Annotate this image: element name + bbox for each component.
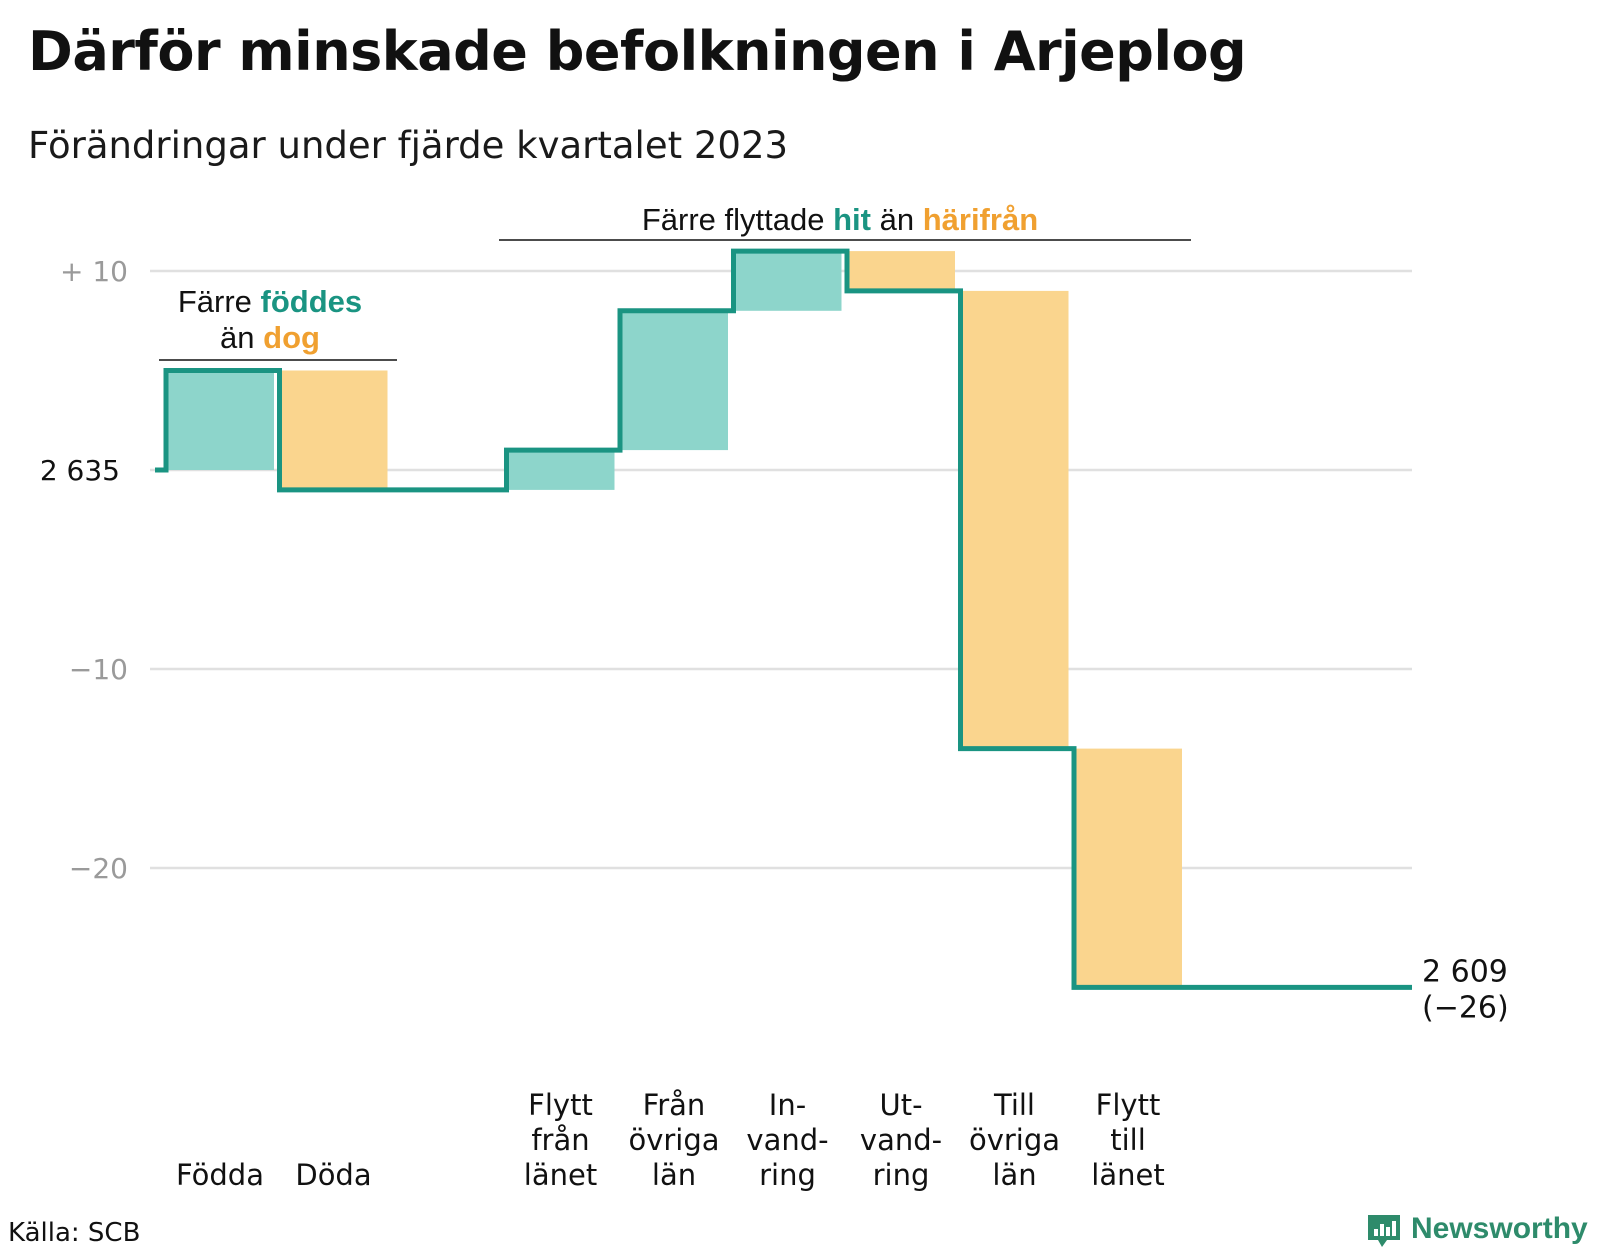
waterfall-bar: [620, 310, 728, 451]
annotation-moves: Färre flyttade hit än härifrån: [642, 202, 1038, 237]
annotation-births-line2: än dog: [220, 320, 320, 355]
annotation-births-line1: Färre föddes: [178, 284, 362, 319]
waterfall-bar: [279, 370, 388, 490]
end-change-label: (−26): [1422, 990, 1509, 1025]
waterfall-bar: [1074, 748, 1182, 988]
cumulative-step-line: [155, 248, 1412, 990]
source-note: Källa: SCB: [8, 1218, 141, 1248]
end-value-label: 2 609: [1422, 954, 1508, 989]
waterfall-bar: [166, 370, 274, 470]
waterfall-chart: + 10 2 635 −10 −20 Födda Döda Flytt från länet Fr…: [40, 202, 1509, 1192]
category-label: Flytt till länet: [1091, 1088, 1164, 1192]
newsworthy-logo: Newsworthy: [1365, 1210, 1595, 1250]
start-value-label: 2 635: [40, 454, 120, 487]
category-label: Ut-vand-ring: [860, 1088, 942, 1192]
y-tick-label: −10: [69, 653, 128, 686]
category-label: Flytt från länet: [524, 1088, 597, 1192]
category-label: In-vand-ring: [746, 1088, 828, 1192]
brand-name: Newsworthy: [1411, 1212, 1588, 1245]
category-label: Födda: [176, 1158, 264, 1192]
waterfall-bar: [733, 251, 842, 311]
waterfall-bar: [847, 251, 955, 291]
waterfall-bar: [506, 450, 615, 490]
waterfall-bar: [960, 290, 1069, 749]
chart-title: Därför minskade befolkningen i Arjeplog: [28, 20, 1247, 83]
chart-subtitle: Förändringar under fjärde kvartalet 2023: [28, 124, 789, 167]
category-label: Döda: [295, 1158, 371, 1192]
y-tick-label: + 10: [60, 255, 128, 288]
category-label: Från övriga län: [628, 1088, 719, 1192]
newsworthy-logo-icon: [1368, 1215, 1400, 1247]
y-tick-label: −20: [69, 852, 128, 885]
category-label: Till övriga län: [969, 1088, 1060, 1192]
